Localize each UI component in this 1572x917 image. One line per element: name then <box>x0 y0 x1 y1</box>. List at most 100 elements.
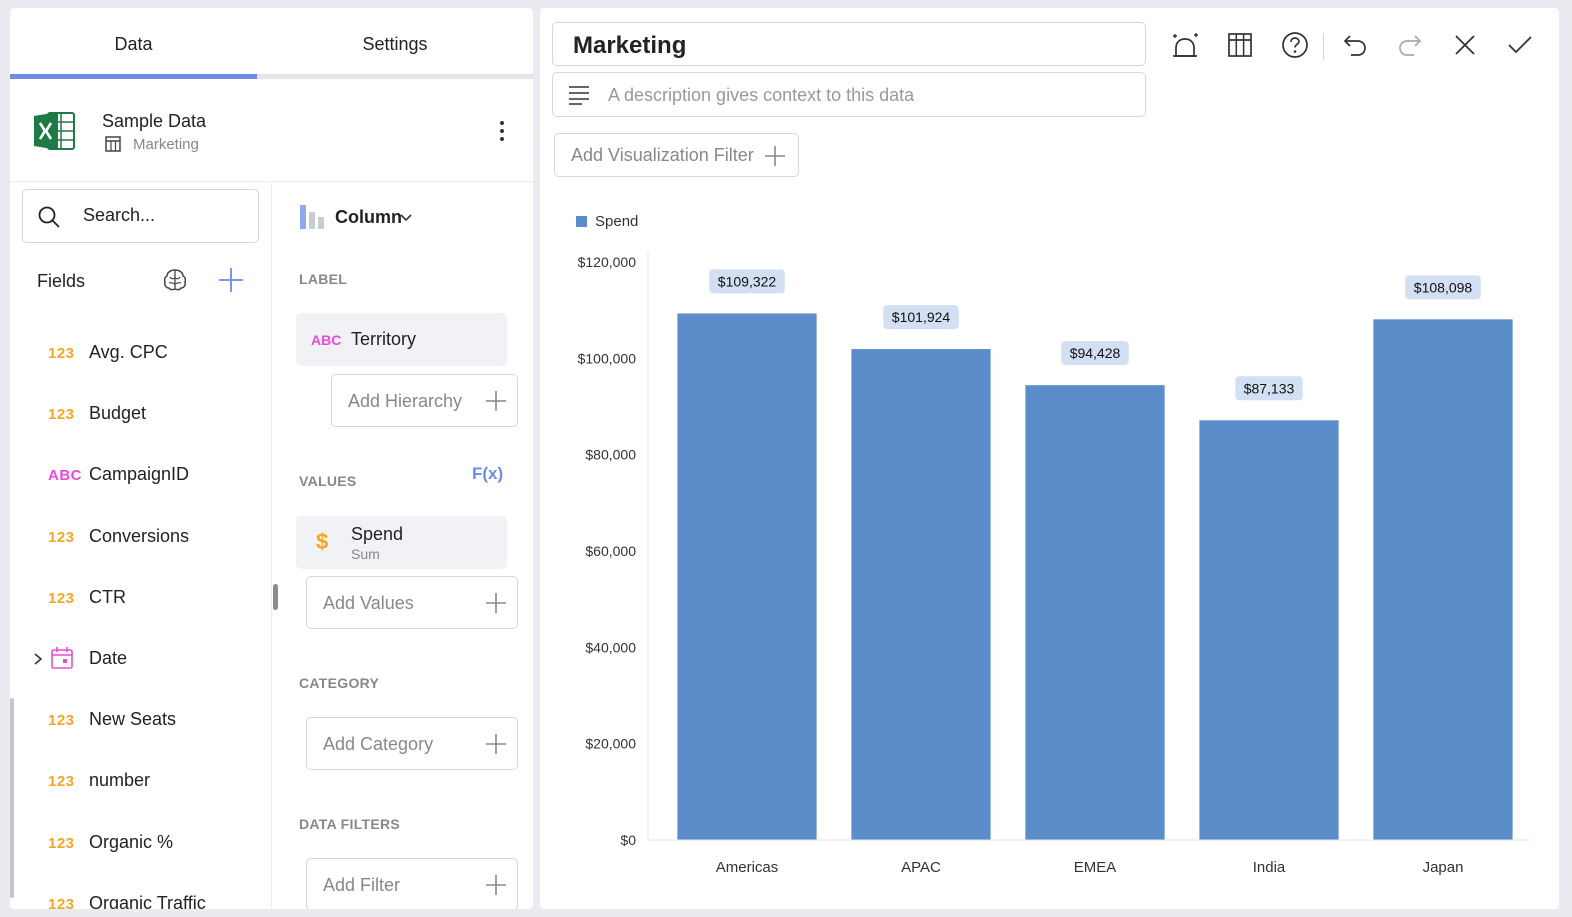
undo-icon[interactable] <box>1340 30 1370 60</box>
column-chart-icon <box>300 205 324 229</box>
chevron-down-icon[interactable] <box>400 213 412 223</box>
field-label: CTR <box>89 586 126 607</box>
x-axis: Americas APAC EMEA India Japan <box>648 839 1530 876</box>
bar-apac[interactable] <box>851 349 991 840</box>
confirm-check-icon[interactable] <box>1505 30 1535 60</box>
help-icon[interactable] <box>1280 30 1310 60</box>
y-tick-label: $60,000 <box>585 543 636 559</box>
data-label: $94,428 <box>1070 345 1121 361</box>
field-item-date[interactable]: Date <box>10 629 271 690</box>
field-label: Avg. CPC <box>89 342 168 362</box>
visualization-type-selector[interactable]: Column <box>335 207 402 227</box>
add-values-button[interactable]: Add Values <box>306 576 518 629</box>
number-type-icon: 123 <box>48 528 75 546</box>
field-item-budget[interactable]: 123 Budget <box>10 384 271 445</box>
calculated-field-button[interactable]: F(x) <box>472 464 504 483</box>
search-placeholder: Search... <box>83 205 156 225</box>
text-type-icon: ABC <box>311 332 342 348</box>
chart-legend[interactable]: Spend <box>576 213 638 230</box>
text-lines-icon <box>569 86 589 105</box>
bar-americas[interactable] <box>677 313 817 840</box>
left-scrollbar[interactable] <box>10 698 14 898</box>
data-label: $109,322 <box>718 273 777 289</box>
fields-header: Fields <box>37 271 86 291</box>
field-item-new-seats[interactable]: 123 New Seats <box>10 690 271 751</box>
y-tick-label: $80,000 <box>585 447 636 463</box>
add-visualization-filter-label: Add Visualization Filter <box>571 145 754 165</box>
search-icon <box>38 206 60 228</box>
value-field-spend[interactable]: $ Spend Sum <box>296 516 507 569</box>
magic-insights-icon[interactable] <box>1170 30 1200 60</box>
add-category-button[interactable]: Add Category <box>306 717 518 770</box>
category-section-title: CATEGORY <box>299 675 380 691</box>
field-item-organic-traffic[interactable]: 123 Organic Traffic <box>10 874 271 909</box>
label-field-territory[interactable]: ABC Territory <box>296 313 507 366</box>
x-tick-label: EMEA <box>1074 859 1117 876</box>
data-label-bg <box>1405 275 1481 300</box>
calendar-icon <box>51 646 73 669</box>
bar-emea[interactable] <box>1025 385 1165 840</box>
add-filter-label: Add Filter <box>323 875 401 895</box>
field-label: Date <box>89 647 128 668</box>
visualization-config-column: Column LABEL ABC Territory Add Hierarchy… <box>272 183 533 909</box>
column-divider <box>271 183 272 909</box>
field-label: Organic Traffic <box>89 892 206 909</box>
plus-icon <box>486 875 506 895</box>
data-label-bg <box>883 305 959 330</box>
field-item-conversions[interactable]: 123 Conversions <box>10 507 271 568</box>
y-tick-label: $100,000 <box>578 350 637 366</box>
chevron-right-icon[interactable] <box>32 652 44 666</box>
visualization-title-input[interactable]: Marketing <box>552 22 1146 66</box>
visualization-title: Marketing <box>573 32 687 59</box>
tab-settings[interactable]: Settings <box>362 34 428 54</box>
number-type-icon: 123 <box>48 406 75 424</box>
legend-label: Spend <box>595 213 638 230</box>
currency-icon: $ <box>316 529 329 554</box>
pill-name: Spend <box>351 524 404 544</box>
number-type-icon: 123 <box>48 895 75 909</box>
number-type-icon: 123 <box>48 773 75 791</box>
field-label: New Seats <box>89 709 177 730</box>
data-label: $101,924 <box>892 309 951 325</box>
panel-tabs: Data Settings <box>10 8 533 80</box>
visualization-panel: Marketing A description gives context to… <box>540 8 1559 909</box>
data-editor-panel: Data Settings Sample Data Marketing <box>10 8 533 909</box>
add-field-icon[interactable] <box>218 267 244 293</box>
excel-icon <box>34 112 75 150</box>
search-input[interactable]: Search... <box>22 189 259 243</box>
number-type-icon: 123 <box>48 345 75 362</box>
field-item-organic-percent[interactable]: 123 Organic % <box>10 813 271 874</box>
column-resize-handle[interactable] <box>273 584 278 610</box>
data-label: $108,098 <box>1414 279 1473 295</box>
x-tick-label: Japan <box>1423 859 1464 876</box>
bar-india[interactable] <box>1199 420 1339 840</box>
add-visualization-filter-button[interactable]: Add Visualization Filter <box>554 133 799 177</box>
plus-icon <box>486 593 506 613</box>
table-icon <box>105 136 121 152</box>
x-tick-label: Americas <box>716 859 779 876</box>
label-section-title: LABEL <box>299 271 348 287</box>
description-input[interactable]: A description gives context to this data <box>552 72 1146 117</box>
bar-japan[interactable] <box>1373 319 1513 840</box>
legend-swatch <box>576 216 587 227</box>
field-item-campaignid[interactable]: ABC CampaignID <box>10 445 271 506</box>
tab-data[interactable]: Data <box>114 34 153 54</box>
brain-icon[interactable] <box>162 267 188 293</box>
close-icon[interactable] <box>1450 30 1480 60</box>
more-options-icon[interactable] <box>490 118 514 144</box>
number-type-icon: 123 <box>48 712 75 730</box>
chart-bars: $109,322 $101,924 $94,428 $87,133 $108,098 <box>677 269 1513 840</box>
field-item-ctr[interactable]: 123 CTR <box>10 568 271 629</box>
redo-icon[interactable] <box>1395 30 1425 60</box>
add-hierarchy-label: Add Hierarchy <box>348 391 463 411</box>
data-source-sheet: Marketing <box>133 136 199 153</box>
field-item-number[interactable]: 123 number <box>10 751 271 812</box>
add-hierarchy-button[interactable]: Add Hierarchy <box>331 374 518 427</box>
field-item-avg-cpc[interactable]: 123 Avg. CPC <box>10 323 271 384</box>
add-filter-button[interactable]: Add Filter <box>306 858 518 909</box>
number-type-icon: 123 <box>48 589 75 607</box>
data-label-bg <box>1235 376 1303 401</box>
y-axis: $0 $20,000 $40,000 $60,000 $80,000 $100,000 $1… <box>578 252 649 848</box>
table-view-icon[interactable] <box>1225 30 1255 60</box>
pill-aggregation: Sum <box>351 546 380 562</box>
